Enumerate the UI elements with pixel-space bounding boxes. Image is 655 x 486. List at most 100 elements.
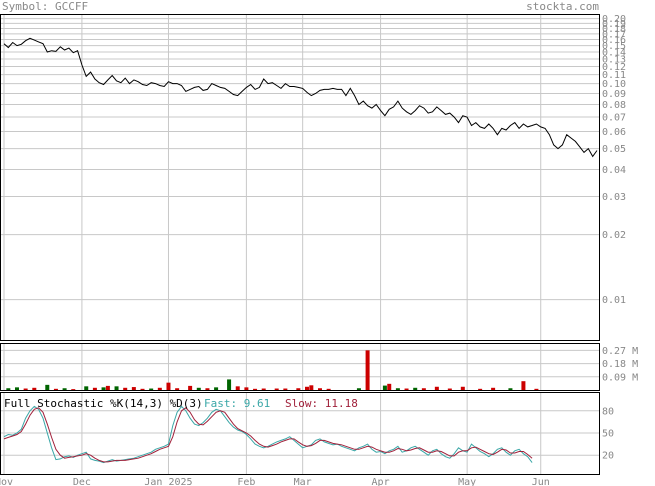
panel-frames xyxy=(0,14,600,475)
volume-bar xyxy=(244,387,249,390)
volume-bar xyxy=(101,387,106,390)
volume-bar xyxy=(460,386,465,390)
volume-bar xyxy=(387,383,392,390)
price-tick-label: 0.06 xyxy=(602,127,626,138)
volume-bar xyxy=(309,385,314,390)
price-tick-label: 0.16 xyxy=(602,35,626,46)
price-tick-label: 0.12 xyxy=(602,62,626,73)
price-panel xyxy=(3,37,598,158)
price-tick-label: 0.04 xyxy=(602,165,626,176)
volume-tick-label: 0.27 M xyxy=(602,346,638,357)
volume-bar xyxy=(317,388,322,390)
stochastic-tick-label: 20 xyxy=(602,451,614,462)
stochastic-slow-label: Slow: 11.18 xyxy=(285,397,358,410)
volume-bar xyxy=(196,387,201,390)
volume-bar xyxy=(356,388,361,390)
volume-bar xyxy=(365,350,370,390)
volume-tick-label: 0.09 M xyxy=(602,372,638,383)
volume-bar xyxy=(413,387,418,390)
price-tick-label: 0.17 xyxy=(602,29,626,40)
symbol-label: Symbol: GCCFF xyxy=(2,0,89,13)
volume-panel-grid xyxy=(0,343,599,390)
x-tick-label: Nov xyxy=(0,477,13,486)
volume-bar xyxy=(84,386,89,390)
stochastic-frame xyxy=(0,392,600,475)
volume-panel xyxy=(6,350,539,391)
price-tick-label: 0.15 xyxy=(602,41,626,52)
volume-bar xyxy=(71,389,76,391)
volume-bar xyxy=(123,387,128,390)
volume-bar xyxy=(62,388,67,390)
volume-bar xyxy=(53,388,58,390)
volume-bar xyxy=(23,388,28,390)
volume-bar xyxy=(227,379,232,390)
stochastic-slow-line xyxy=(3,407,533,463)
price-tick-label: 0.01 xyxy=(602,295,626,306)
volume-bar xyxy=(521,381,526,390)
volume-bar xyxy=(326,388,331,390)
price-tick-label: 0.11 xyxy=(602,70,626,81)
volume-bar xyxy=(105,385,110,390)
volume-bar xyxy=(214,387,219,390)
volume-bar xyxy=(235,386,240,390)
stochastic-title: Full Stochastic %K(14,3) %D(3) xyxy=(4,397,203,410)
volume-bar xyxy=(261,388,266,390)
volume-bar xyxy=(205,388,210,390)
x-tick-label: Feb xyxy=(237,477,255,486)
volume-bar xyxy=(14,387,19,390)
volume-bar xyxy=(395,388,400,390)
volume-bar xyxy=(534,388,539,390)
volume-bar xyxy=(45,384,50,390)
volume-bar xyxy=(508,388,513,390)
price-tick-label: 0.09 xyxy=(602,89,626,100)
site-label[interactable]: stockta.com xyxy=(526,0,599,13)
volume-bar xyxy=(434,386,439,390)
x-tick-label: Dec xyxy=(73,477,91,486)
price-tick-label: 0.18 xyxy=(602,24,626,35)
price-tick-label: 0.07 xyxy=(602,113,626,124)
volume-bar xyxy=(491,387,496,390)
volume-bar xyxy=(404,388,409,390)
volume-bar xyxy=(140,388,145,390)
price-panel-grid xyxy=(0,14,599,340)
volume-bar xyxy=(382,385,387,390)
volume-bar xyxy=(478,388,483,390)
volume-bar xyxy=(92,387,97,390)
x-tick-label: May xyxy=(458,477,476,486)
stochastic-panel-grid xyxy=(0,392,599,474)
price-tick-label: 0.02 xyxy=(602,230,626,241)
price-tick-label: 0.14 xyxy=(602,48,626,59)
axis-tick-labels: 0.200.190.180.170.160.150.140.130.120.11… xyxy=(0,14,638,486)
price-tick-label: 0.08 xyxy=(602,100,626,111)
volume-bar xyxy=(253,388,258,390)
volume-bar xyxy=(304,386,309,390)
volume-bar xyxy=(447,388,452,390)
price-tick-label: 0.19 xyxy=(602,19,626,30)
volume-tick-label: 0.18 M xyxy=(602,359,638,370)
volume-bar xyxy=(283,388,288,390)
x-tick-label: Apr xyxy=(372,477,390,486)
volume-bar xyxy=(6,388,11,390)
volume-frame xyxy=(0,343,600,391)
price-frame xyxy=(0,14,600,341)
stochastic-tick-label: 80 xyxy=(602,406,614,417)
stochastic-tick-label: 50 xyxy=(602,429,614,440)
x-tick-label: Mar xyxy=(294,477,312,486)
volume-bar xyxy=(114,386,119,390)
volume-bar xyxy=(188,385,193,390)
price-tick-label: 0.13 xyxy=(602,54,626,65)
stochastic-fast-label: Fast: 9.61 xyxy=(204,397,270,410)
volume-bar xyxy=(149,388,154,390)
volume-bar xyxy=(131,387,136,390)
stochastic-fast-line xyxy=(3,405,533,464)
price-tick-label: 0.10 xyxy=(602,79,626,90)
price-tick-label: 0.03 xyxy=(602,192,626,203)
x-tick-label: Jun xyxy=(532,477,550,486)
price-line xyxy=(3,37,598,158)
volume-bar xyxy=(296,388,301,390)
price-tick-label: 0.20 xyxy=(602,14,626,25)
volume-bar xyxy=(32,387,37,390)
stochastic-panel xyxy=(3,405,533,464)
price-tick-label: 0.05 xyxy=(602,144,626,155)
